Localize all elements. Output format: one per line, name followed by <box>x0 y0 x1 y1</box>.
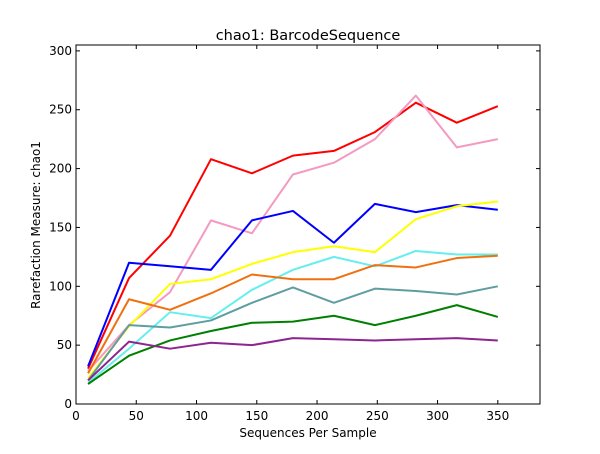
y-tick-label: 0 <box>64 397 72 411</box>
series-line-4 <box>87 200 498 379</box>
y-tick-label: 150 <box>49 220 72 234</box>
ticks-layer: 0 50 100 150 200 250 300 350 0 50 100 150 200 250 300 <box>49 44 540 423</box>
y-tick-label: 100 <box>49 279 72 293</box>
y-tick-label: 50 <box>57 338 72 352</box>
series-line-1 <box>87 101 499 370</box>
series-layer <box>87 94 499 385</box>
series-line-3 <box>87 202 498 367</box>
y-axis-label: Rarefaction Measure: chao1 <box>29 141 43 309</box>
y-tick-label: 300 <box>49 44 72 58</box>
series-line-9 <box>87 337 498 382</box>
x-tick-label: 250 <box>366 409 389 423</box>
x-tick-label: 200 <box>306 409 329 423</box>
series-line-7 <box>87 285 499 382</box>
x-tick-label: 100 <box>185 409 208 423</box>
plot-frame <box>75 44 541 405</box>
chart-title: chao1: BarcodeSequence <box>216 28 401 44</box>
series-line-2 <box>87 94 499 372</box>
x-axis-label: Sequences Per Sample <box>239 426 376 440</box>
x-tick-label: 150 <box>245 409 268 423</box>
series-line-6 <box>87 254 498 374</box>
x-tick-label: 300 <box>426 409 449 423</box>
y-tick-label: 250 <box>49 103 72 117</box>
x-tick-label: 0 <box>72 409 80 423</box>
x-tick-label: 50 <box>129 409 144 423</box>
x-tick-label: 350 <box>486 409 509 423</box>
y-tick-label: 200 <box>49 162 72 176</box>
series-line-5 <box>87 249 498 384</box>
